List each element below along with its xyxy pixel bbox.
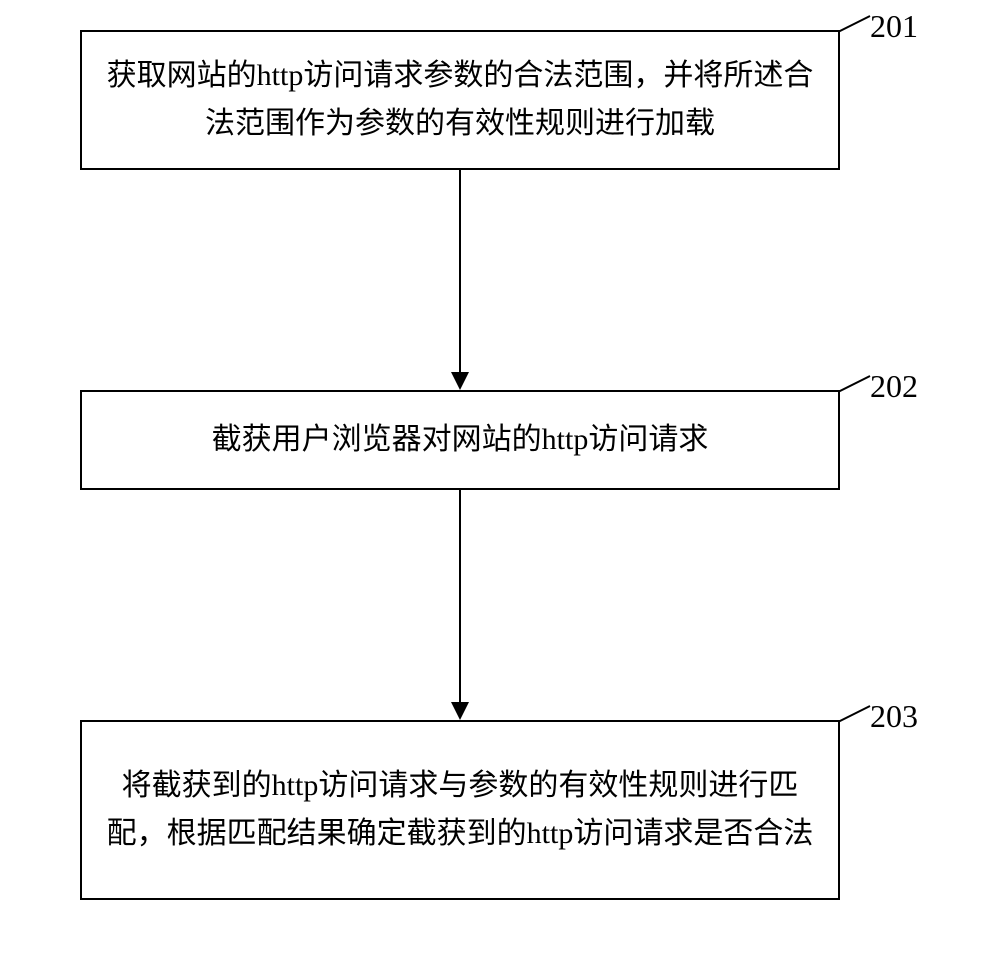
flowchart-step-1: 获取网站的http访问请求参数的合法范围，并将所述合法范围作为参数的有效性规则进… — [80, 30, 840, 170]
flowchart-step-1-label: 201 — [870, 8, 918, 45]
flowchart-step-1-text: 获取网站的http访问请求参数的合法范围，并将所述合法范围作为参数的有效性规则进… — [102, 52, 818, 148]
flowchart-step-2: 截获用户浏览器对网站的http访问请求 — [80, 390, 840, 490]
flowchart-step-3: 将截获到的http访问请求与参数的有效性规则进行匹配，根据匹配结果确定截获到的h… — [80, 720, 840, 900]
arrow-2-head — [451, 702, 469, 720]
flowchart-container: 获取网站的http访问请求参数的合法范围，并将所述合法范围作为参数的有效性规则进… — [0, 0, 1000, 969]
flowchart-step-2-text: 截获用户浏览器对网站的http访问请求 — [212, 416, 709, 464]
arrow-1-head — [451, 372, 469, 390]
arrow-2-line — [459, 490, 461, 702]
flowchart-step-3-label: 203 — [870, 698, 918, 735]
flowchart-step-2-label: 202 — [870, 368, 918, 405]
arrow-1-line — [459, 170, 461, 372]
flowchart-step-3-text: 将截获到的http访问请求与参数的有效性规则进行匹配，根据匹配结果确定截获到的h… — [102, 762, 818, 858]
